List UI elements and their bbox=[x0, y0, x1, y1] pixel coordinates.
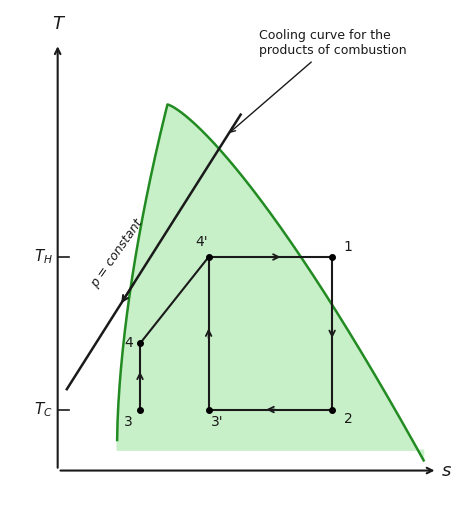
Text: T: T bbox=[52, 15, 63, 33]
Text: 3: 3 bbox=[125, 415, 133, 429]
Polygon shape bbox=[117, 104, 424, 461]
Text: p = constant: p = constant bbox=[88, 216, 145, 290]
Text: $T_C$: $T_C$ bbox=[34, 400, 53, 419]
Text: 4': 4' bbox=[195, 235, 208, 249]
Text: Cooling curve for the
products of combustion: Cooling curve for the products of combus… bbox=[230, 29, 407, 132]
Text: 3': 3' bbox=[211, 415, 224, 429]
Text: s: s bbox=[442, 462, 451, 480]
Text: 4: 4 bbox=[125, 337, 133, 351]
Text: 2: 2 bbox=[344, 412, 352, 426]
Text: 1: 1 bbox=[344, 241, 352, 254]
Text: $T_H$: $T_H$ bbox=[34, 248, 53, 266]
